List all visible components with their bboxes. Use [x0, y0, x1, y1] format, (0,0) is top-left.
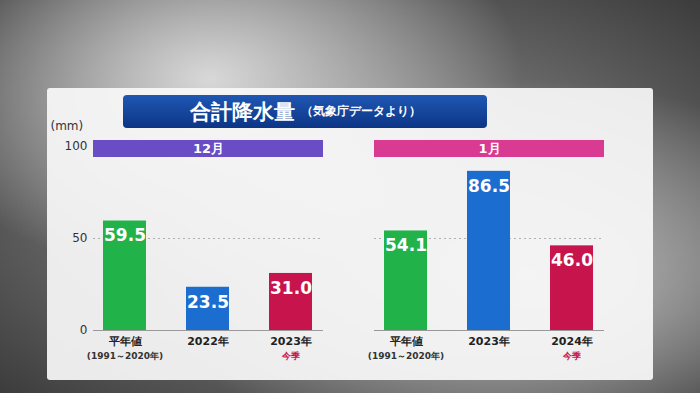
html-text:合計降水量 （気象庁データより）: 合計降水量 （気象庁データより）	[189, 99, 421, 124]
svg-text:1月: 1月	[478, 141, 500, 156]
svg-text:平年値: 平年値	[389, 335, 423, 348]
svg-text:(1991～2020年): (1991～2020年)	[87, 351, 163, 361]
svg-text:今季: 今季	[562, 351, 582, 361]
svg-text:100: 100	[65, 139, 88, 153]
svg-text:2023年: 2023年	[468, 335, 510, 348]
svg-text:0: 0	[80, 323, 88, 337]
svg-text:86.5: 86.5	[468, 176, 510, 196]
svg-text:50: 50	[72, 231, 87, 245]
svg-text:31.0: 31.0	[270, 278, 312, 298]
svg-text:平年値: 平年値	[108, 335, 142, 348]
svg-text:46.0: 46.0	[551, 250, 593, 270]
svg-text:2022年: 2022年	[187, 335, 229, 348]
svg-text:54.1: 54.1	[385, 235, 427, 255]
svg-text:(1991～2020年): (1991～2020年)	[368, 351, 444, 361]
svg-text:2024年: 2024年	[551, 335, 593, 348]
svg-text:(mm): (mm)	[51, 119, 84, 133]
svg-text:59.5: 59.5	[104, 225, 146, 245]
svg-text:12月: 12月	[193, 141, 224, 156]
svg-text:23.5: 23.5	[187, 292, 229, 312]
svg-text:今季: 今季	[281, 351, 301, 361]
svg-text:2023年: 2023年	[270, 335, 312, 348]
